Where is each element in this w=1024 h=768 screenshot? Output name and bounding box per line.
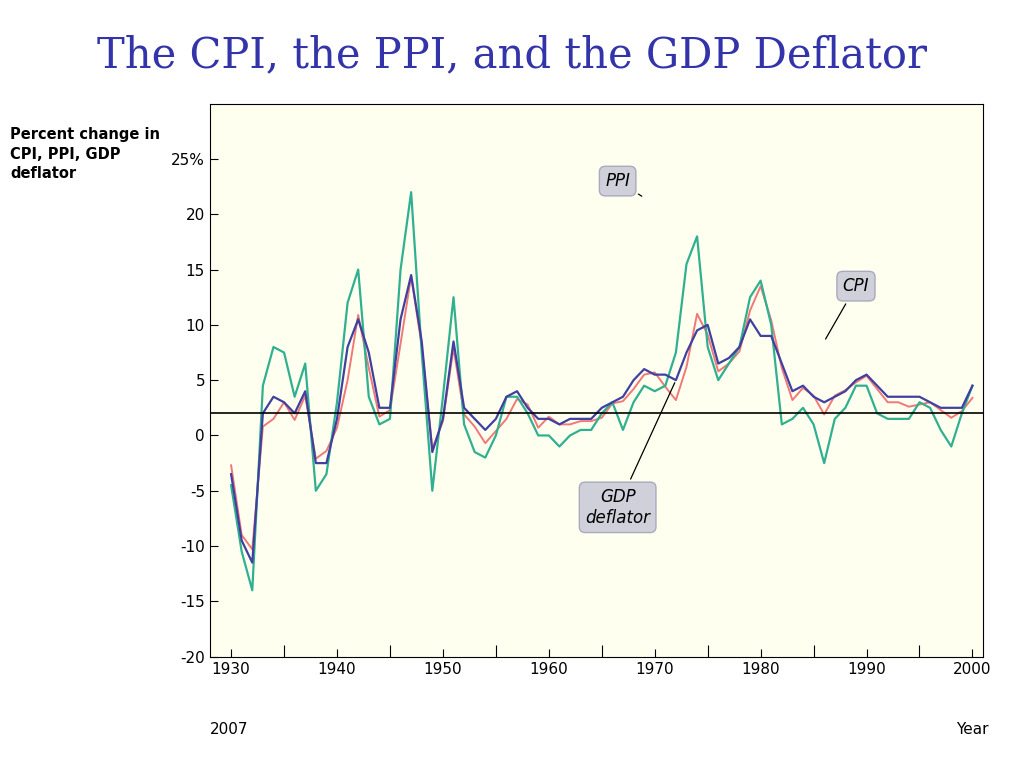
Text: Year: Year: [955, 722, 988, 737]
Text: Percent change in
CPI, PPI, GDP
deflator: Percent change in CPI, PPI, GDP deflator: [10, 127, 160, 181]
Text: CPI: CPI: [825, 277, 869, 339]
Text: 2007: 2007: [210, 722, 249, 737]
Text: The CPI, the PPI, and the GDP Deflator: The CPI, the PPI, and the GDP Deflator: [97, 35, 927, 77]
Text: PPI: PPI: [605, 172, 642, 196]
Text: GDP
deflator: GDP deflator: [585, 382, 675, 527]
